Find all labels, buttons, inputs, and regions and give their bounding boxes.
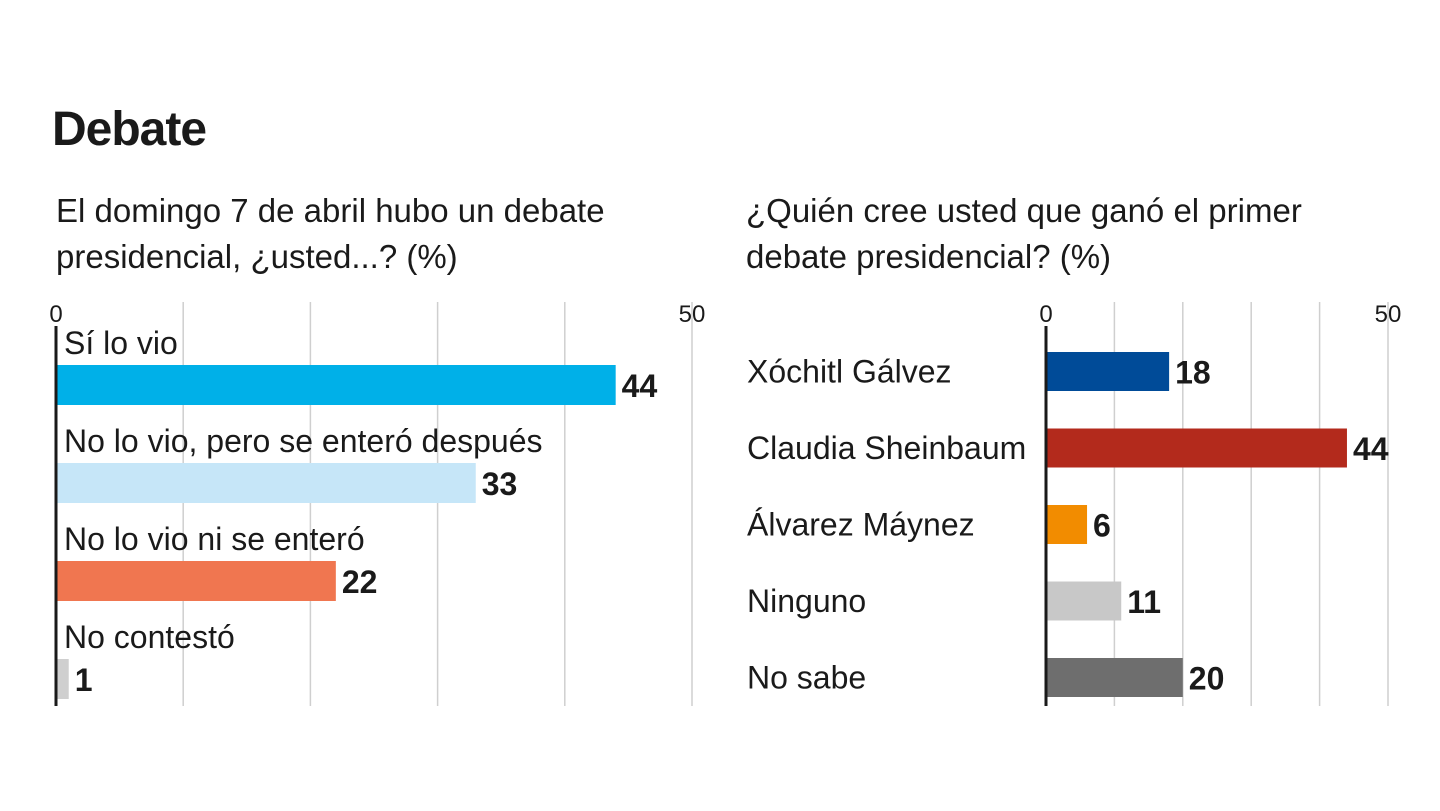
category-label: No lo vio, pero se enteró después	[64, 423, 543, 459]
bar	[57, 463, 476, 503]
value-label: 33	[482, 466, 518, 502]
tick-label: 50	[1375, 301, 1402, 328]
value-label: 1	[75, 662, 93, 698]
value-label: 11	[1127, 584, 1161, 620]
left-chart-title: El domingo 7 de abril hubo un debate pre…	[56, 192, 605, 275]
bar	[1047, 505, 1088, 544]
category-label: No sabe	[747, 660, 866, 696]
tick-label: 0	[49, 301, 62, 328]
category-label: Xóchitl Gálvez	[747, 354, 952, 390]
main-title: Debate	[52, 103, 207, 156]
category-label: Sí lo vio	[64, 325, 178, 361]
value-label: 22	[342, 564, 378, 600]
category-label: No contestó	[64, 619, 235, 655]
tick-label: 0	[1039, 301, 1052, 328]
value-label: 6	[1093, 508, 1111, 544]
category-label: Álvarez Máynez	[747, 507, 975, 543]
right-chart-title: ¿Quién cree usted que ganó el primer deb…	[746, 192, 1302, 275]
bar	[57, 561, 336, 601]
tick-label: 50	[679, 301, 706, 328]
bar	[1047, 428, 1347, 468]
value-label: 44	[622, 368, 658, 404]
category-label: No lo vio ni se enteró	[64, 521, 365, 557]
bar	[1047, 352, 1170, 391]
value-label: 44	[1353, 431, 1389, 467]
value-label: 20	[1189, 661, 1225, 697]
value-label: 18	[1175, 355, 1211, 391]
category-label: Ninguno	[747, 583, 866, 619]
bar	[57, 659, 69, 699]
bar	[57, 365, 616, 405]
bar	[1047, 581, 1122, 621]
category-label: Claudia Sheinbaum	[747, 430, 1026, 466]
bar	[1047, 658, 1183, 697]
